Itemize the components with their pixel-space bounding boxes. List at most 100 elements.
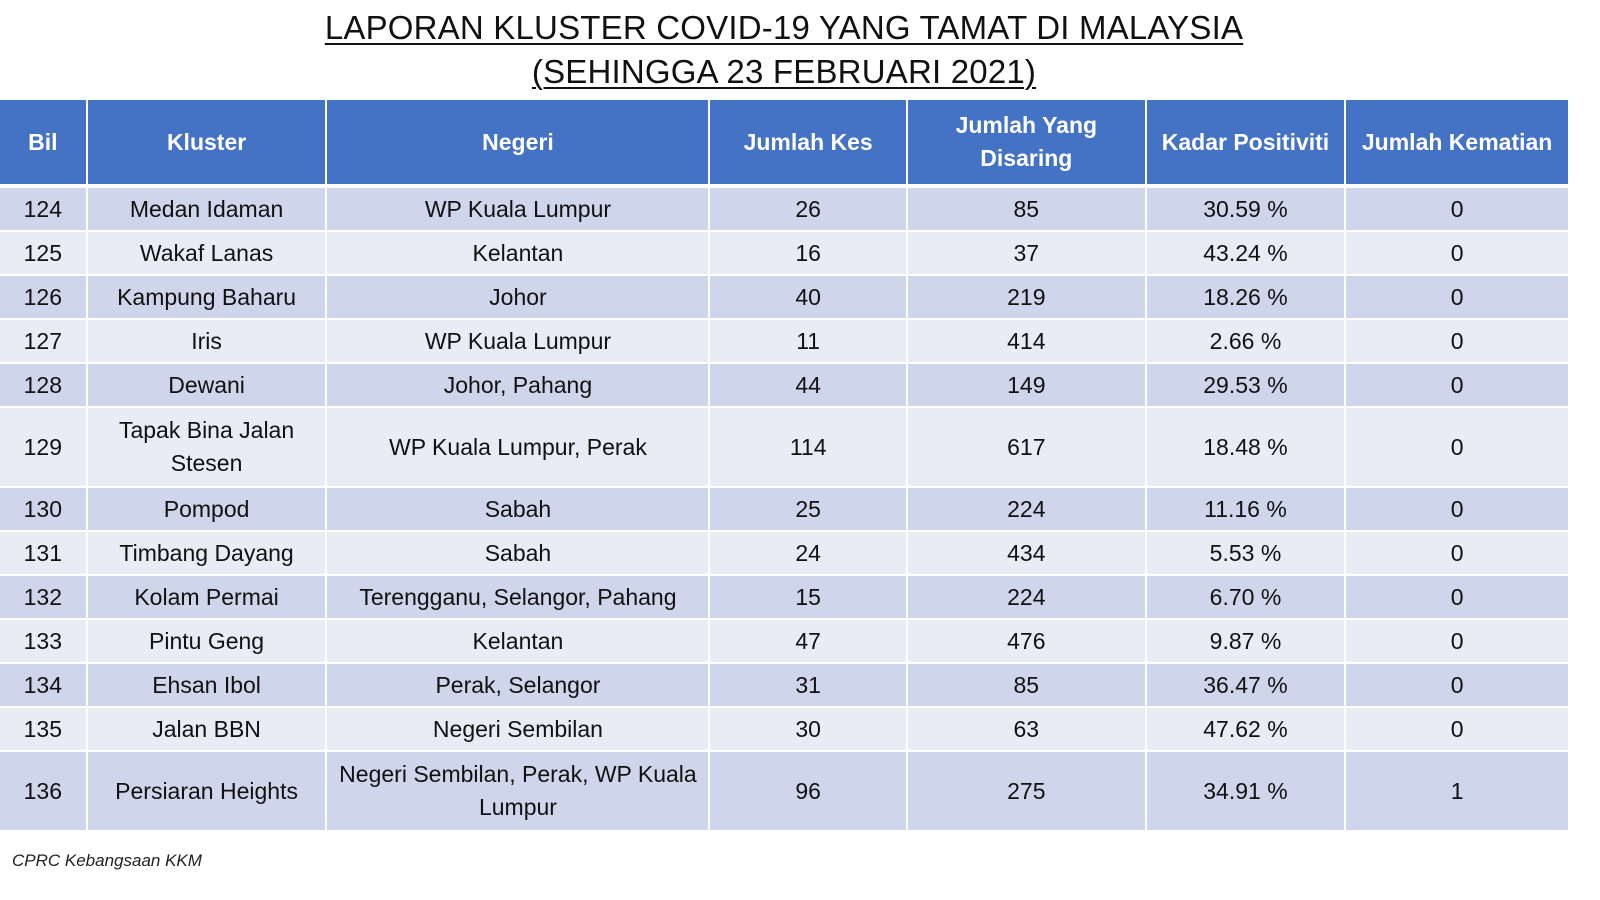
cell-kematian: 0: [1345, 663, 1568, 708]
table-row: 126 Kampung Baharu Johor 40 219 18.26 % …: [0, 275, 1568, 320]
cell-bil: 132: [0, 575, 88, 620]
cell-kematian: 0: [1345, 275, 1568, 320]
cell-kematian: 0: [1345, 531, 1568, 576]
cell-kluster: Pintu Geng: [86, 619, 328, 664]
cell-negeri: Negeri Sembilan: [326, 707, 711, 752]
cell-disaring: 617: [906, 407, 1147, 488]
cell-bil: 135: [0, 707, 88, 752]
cell-disaring: 224: [906, 487, 1147, 532]
table-row: 134 Ehsan Ibol Perak, Selangor 31 85 36.…: [0, 663, 1568, 708]
cell-bil: 128: [0, 363, 88, 408]
cell-kematian: 0: [1345, 231, 1568, 276]
cell-kluster: Iris: [86, 319, 328, 364]
cluster-table: Bil Kluster Negeri Jumlah Kes Jumlah Yan…: [0, 100, 1568, 832]
cell-negeri: WP Kuala Lumpur, Perak: [326, 407, 711, 488]
cell-kluster: Pompod: [86, 487, 328, 532]
cell-negeri: Sabah: [326, 531, 711, 576]
cell-kluster: Jalan BBN: [86, 707, 328, 752]
cell-kluster: Kolam Permai: [86, 575, 328, 620]
table-row: 129 Tapak Bina Jalan Stesen WP Kuala Lum…: [0, 407, 1568, 488]
header-negeri: Negeri: [326, 100, 711, 188]
cell-kes: 24: [709, 531, 908, 576]
cell-negeri: Negeri Sembilan, Perak, WP Kuala Lumpur: [326, 751, 711, 832]
table-row: 133 Pintu Geng Kelantan 47 476 9.87 % 0: [0, 619, 1568, 664]
cell-bil: 133: [0, 619, 88, 664]
cell-kadar: 18.26 %: [1145, 275, 1347, 320]
header-jumlah-kematian: Jumlah Kematian: [1345, 100, 1568, 188]
table-row: 124 Medan Idaman WP Kuala Lumpur 26 85 3…: [0, 186, 1568, 232]
cell-disaring: 37: [906, 231, 1147, 276]
cell-kluster: Dewani: [86, 363, 328, 408]
cell-disaring: 219: [906, 275, 1147, 320]
cell-kluster: Ehsan Ibol: [86, 663, 328, 708]
header-kluster: Kluster: [86, 100, 328, 188]
cell-kadar: 18.48 %: [1145, 407, 1347, 488]
cell-disaring: 434: [906, 531, 1147, 576]
cell-kadar: 11.16 %: [1145, 487, 1347, 532]
cell-negeri: WP Kuala Lumpur: [326, 186, 711, 232]
cell-negeri: Sabah: [326, 487, 711, 532]
cell-bil: 126: [0, 275, 88, 320]
cell-kes: 44: [709, 363, 908, 408]
header-bil: Bil: [0, 100, 88, 188]
header-jumlah-kes: Jumlah Kes: [709, 100, 908, 188]
cell-negeri: Kelantan: [326, 231, 711, 276]
table-row: 136 Persiaran Heights Negeri Sembilan, P…: [0, 751, 1568, 832]
table-row: 131 Timbang Dayang Sabah 24 434 5.53 % 0: [0, 531, 1568, 576]
cell-kematian: 1: [1345, 751, 1568, 832]
cell-kes: 96: [709, 751, 908, 832]
cell-kadar: 9.87 %: [1145, 619, 1347, 664]
cell-kadar: 36.47 %: [1145, 663, 1347, 708]
cell-kes: 11: [709, 319, 908, 364]
title-line-1: LAPORAN KLUSTER COVID-19 YANG TAMAT DI M…: [324, 9, 1244, 46]
cell-negeri: Perak, Selangor: [326, 663, 711, 708]
table-row: 132 Kolam Permai Terengganu, Selangor, P…: [0, 575, 1568, 620]
table-row: 127 Iris WP Kuala Lumpur 11 414 2.66 % 0: [0, 319, 1568, 364]
cell-kematian: 0: [1345, 407, 1568, 488]
cell-negeri: Johor, Pahang: [326, 363, 711, 408]
cell-bil: 130: [0, 487, 88, 532]
cell-kadar: 29.53 %: [1145, 363, 1347, 408]
cell-kluster: Tapak Bina Jalan Stesen: [86, 407, 328, 488]
cell-negeri: WP Kuala Lumpur: [326, 319, 711, 364]
cell-bil: 124: [0, 186, 88, 232]
cell-kematian: 0: [1345, 619, 1568, 664]
cell-kadar: 30.59 %: [1145, 186, 1347, 232]
table-row: 135 Jalan BBN Negeri Sembilan 30 63 47.6…: [0, 707, 1568, 752]
cell-kadar: 43.24 %: [1145, 231, 1347, 276]
cell-kes: 114: [709, 407, 908, 488]
cell-kes: 40: [709, 275, 908, 320]
cell-kes: 16: [709, 231, 908, 276]
cell-kluster: Timbang Dayang: [86, 531, 328, 576]
cell-disaring: 476: [906, 619, 1147, 664]
cell-kluster: Persiaran Heights: [86, 751, 328, 832]
table-row: 130 Pompod Sabah 25 224 11.16 % 0: [0, 487, 1568, 532]
table-row: 125 Wakaf Lanas Kelantan 16 37 43.24 % 0: [0, 231, 1568, 276]
cell-kes: 47: [709, 619, 908, 664]
cell-kes: 31: [709, 663, 908, 708]
cell-kadar: 2.66 %: [1145, 319, 1347, 364]
report-title: LAPORAN KLUSTER COVID-19 YANG TAMAT DI M…: [0, 6, 1568, 94]
cell-kematian: 0: [1345, 707, 1568, 752]
cell-kes: 25: [709, 487, 908, 532]
cell-bil: 129: [0, 407, 88, 488]
source-note: CPRC Kebangsaan KKM: [12, 851, 202, 870]
cell-disaring: 414: [906, 319, 1147, 364]
cell-kematian: 0: [1345, 487, 1568, 532]
cell-disaring: 149: [906, 363, 1147, 408]
cell-kes: 26: [709, 186, 908, 232]
table-header-row: Bil Kluster Negeri Jumlah Kes Jumlah Yan…: [0, 100, 1568, 188]
cell-kematian: 0: [1345, 575, 1568, 620]
cell-disaring: 275: [906, 751, 1147, 832]
table-row: 128 Dewani Johor, Pahang 44 149 29.53 % …: [0, 363, 1568, 408]
cell-negeri: Johor: [326, 275, 711, 320]
cell-bil: 134: [0, 663, 88, 708]
cell-bil: 136: [0, 751, 88, 832]
cell-kluster: Wakaf Lanas: [86, 231, 328, 276]
cell-kematian: 0: [1345, 186, 1568, 232]
header-jumlah-disaring: Jumlah Yang Disaring: [906, 100, 1147, 188]
cell-kadar: 5.53 %: [1145, 531, 1347, 576]
cell-kluster: Kampung Baharu: [86, 275, 328, 320]
cell-bil: 125: [0, 231, 88, 276]
cell-negeri: Kelantan: [326, 619, 711, 664]
